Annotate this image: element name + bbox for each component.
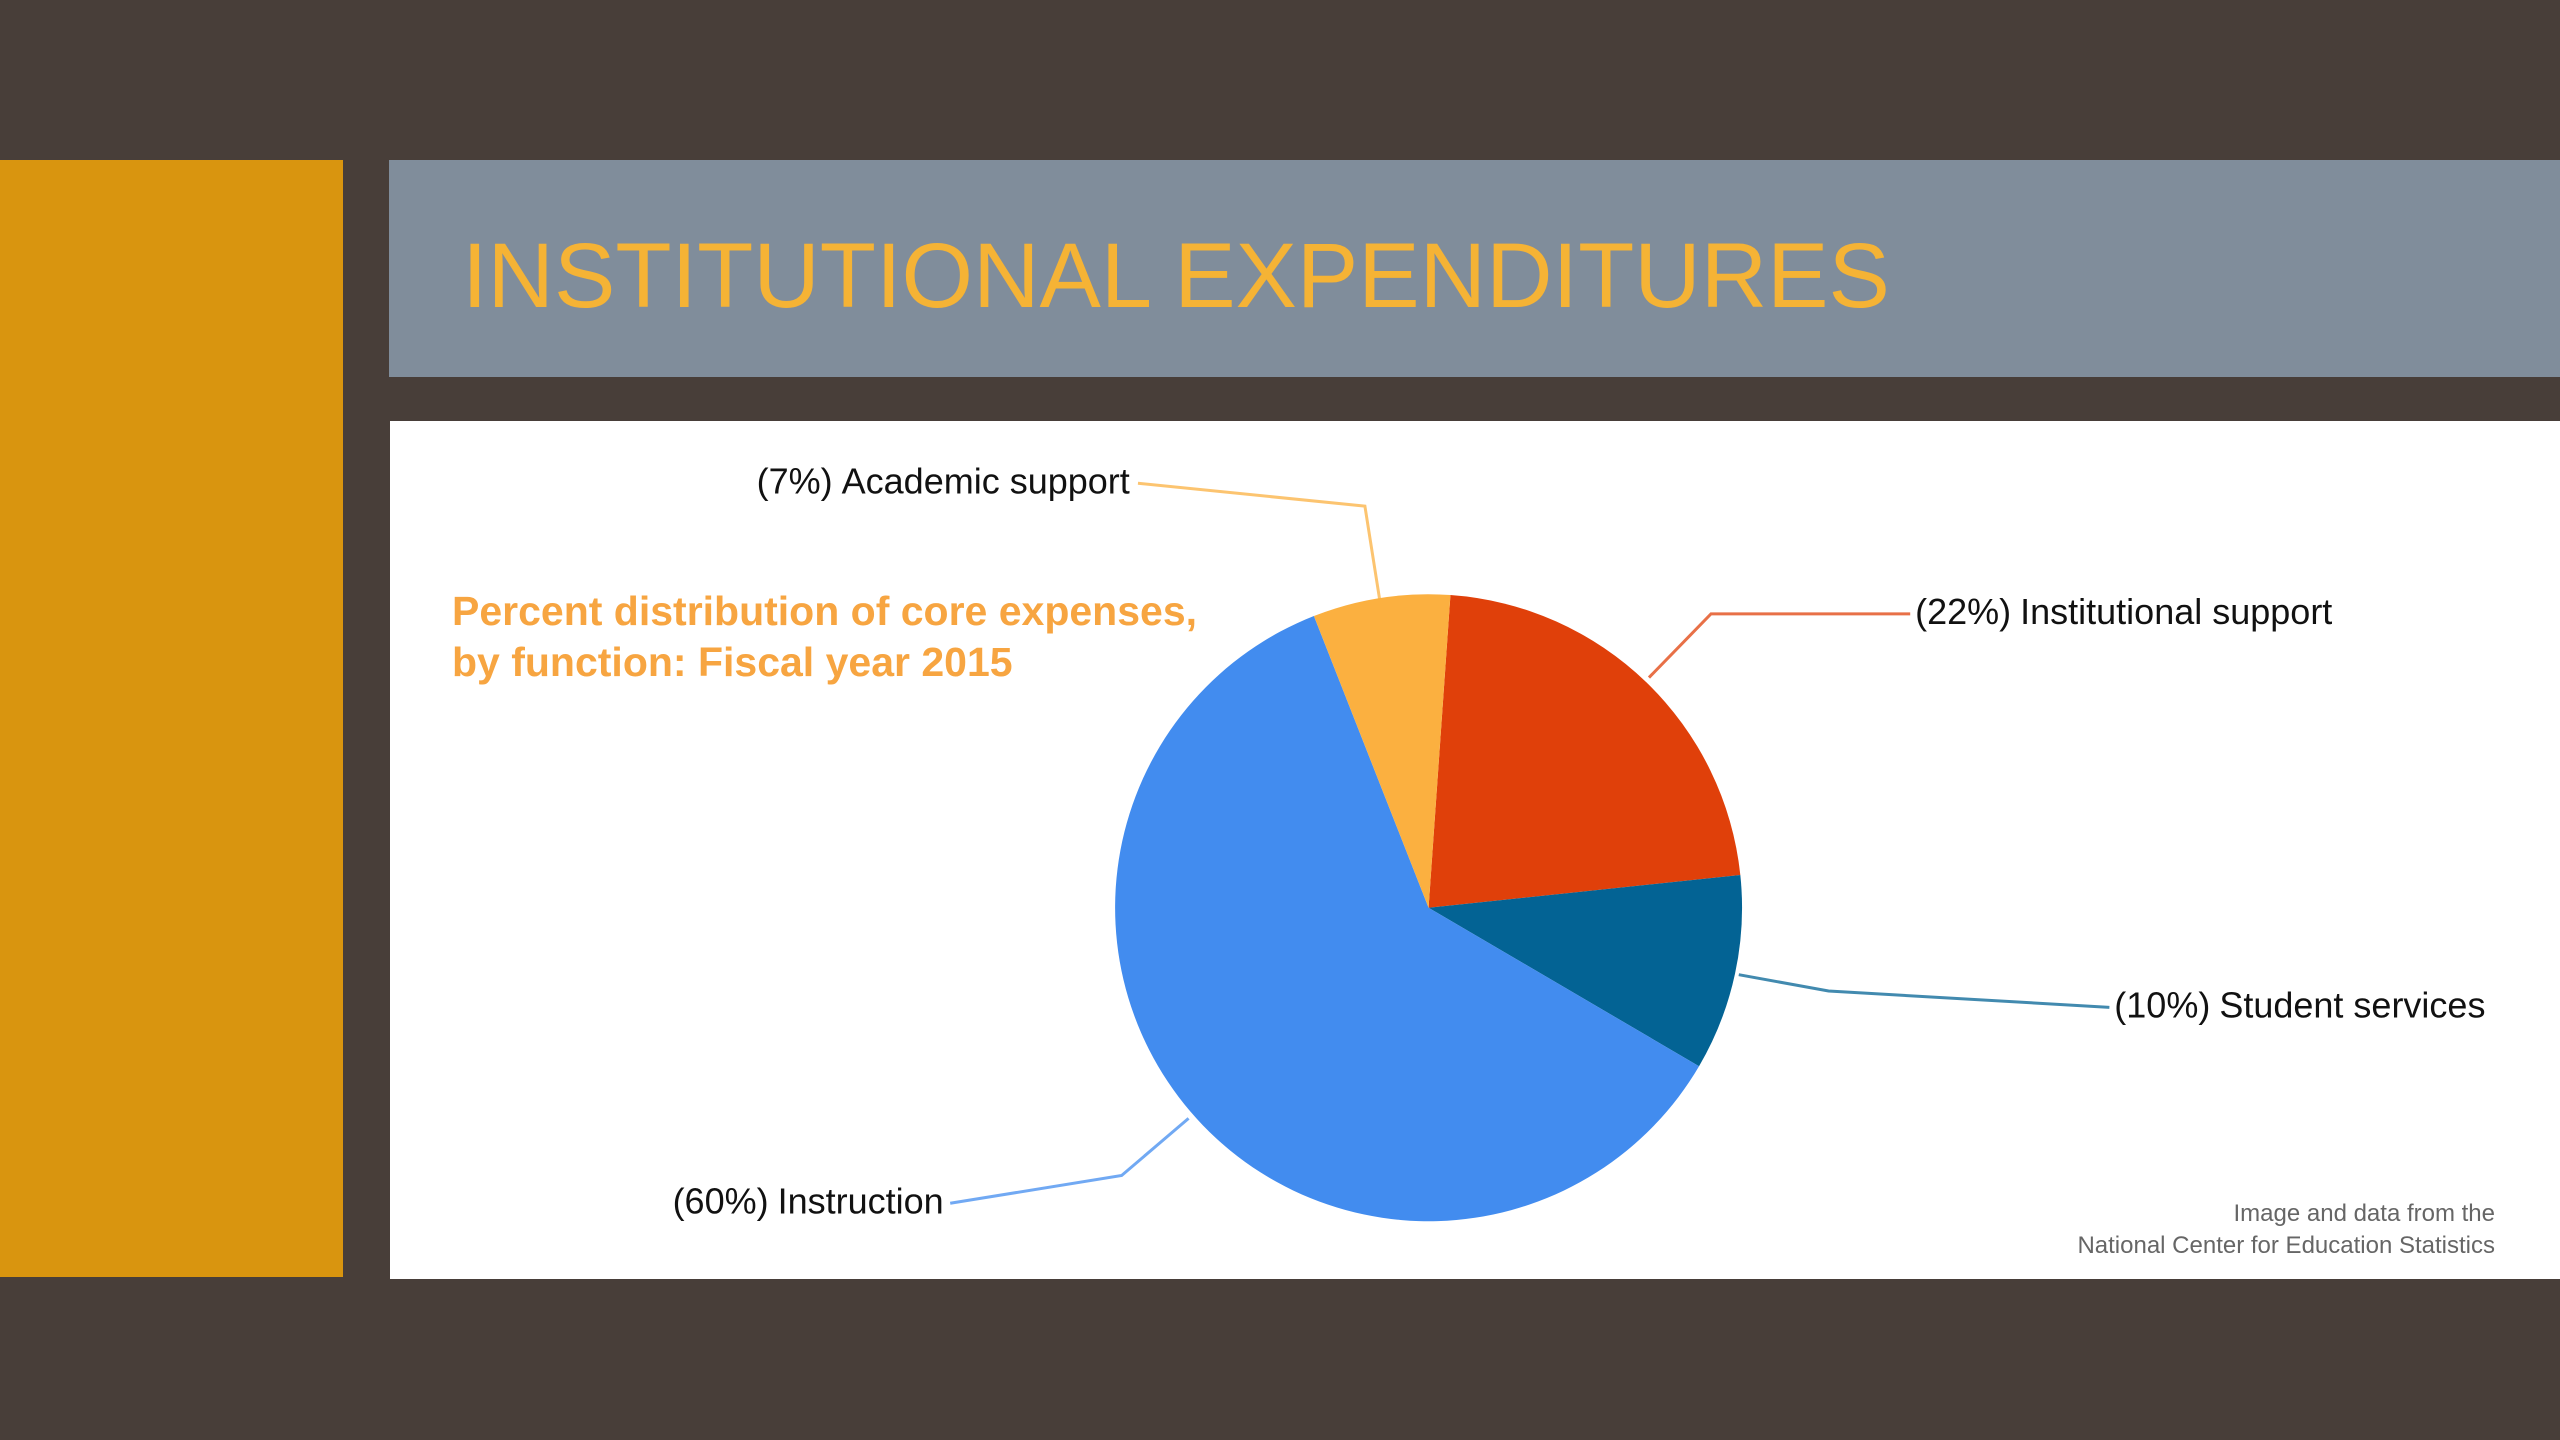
pie-slice xyxy=(1428,595,1741,908)
slice-label: (22%) Institutional support xyxy=(1915,590,2332,631)
accent-bar xyxy=(0,160,343,1277)
slice-category: Instruction xyxy=(778,1180,944,1221)
slice-category: Academic support xyxy=(842,460,1130,501)
slice-value-label: (10%) xyxy=(2114,984,2210,1025)
pie-slice xyxy=(1428,874,1743,1067)
title-band xyxy=(389,160,2560,377)
source-note: National Center for Education Statistics xyxy=(2077,1232,2495,1259)
source-note: Image and data from the xyxy=(2234,1200,2496,1227)
slide-title: INSTITUTIONAL EXPENDITURES xyxy=(462,225,1890,327)
leader-line xyxy=(1738,973,2110,1009)
leader-line xyxy=(949,1117,1190,1205)
chart-title: by function: Fiscal year 2015 xyxy=(452,639,1013,685)
slice-category: Institutional support xyxy=(2020,590,2332,631)
chart-title: Percent distribution of core expenses, xyxy=(452,588,1197,634)
slice-category: Student services xyxy=(2219,984,2485,1025)
slice-label: (10%) Student services xyxy=(2114,984,2485,1025)
slice-value-label: (60%) xyxy=(673,1180,769,1221)
leader-line xyxy=(1647,612,1911,679)
pie-slice xyxy=(1115,616,1700,1222)
leader-line xyxy=(1137,481,1382,600)
slice-label: (60%) Instruction xyxy=(673,1180,944,1221)
pie-slice xyxy=(1313,594,1451,908)
slice-value-label: (22%) xyxy=(1915,590,2011,631)
slice-value-label: (7%) xyxy=(757,460,833,501)
slice-label: (7%) Academic support xyxy=(757,460,1130,501)
